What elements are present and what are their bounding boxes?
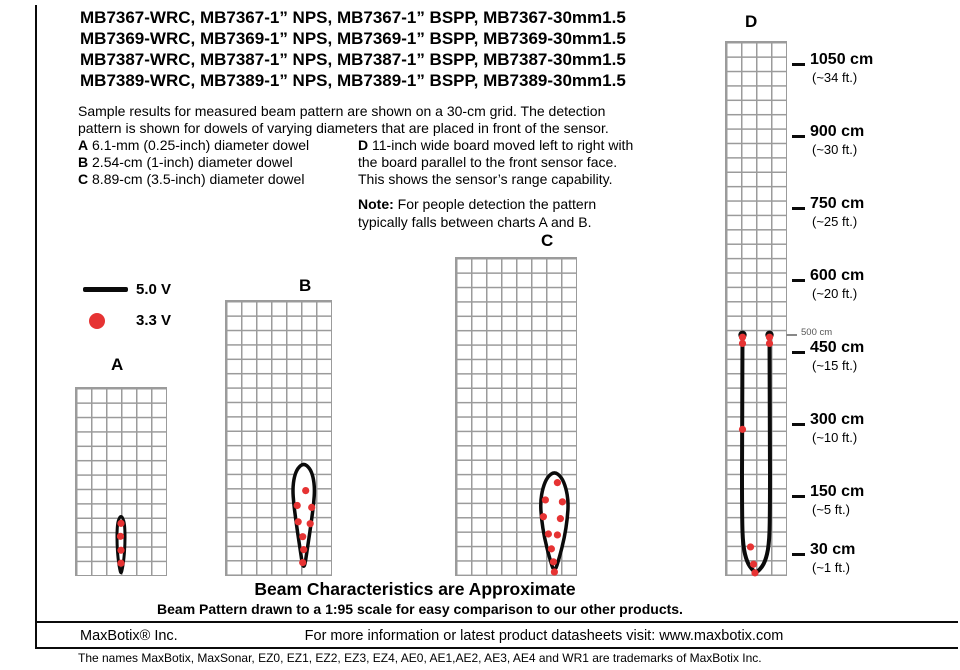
legend-5v-label: 5.0 V [136, 281, 172, 298]
scale-500-tick [786, 334, 797, 336]
footer-divider-bottom [35, 647, 958, 650]
scale-cm-label: 1050 cm [810, 51, 874, 68]
board-description: D 11-inch wide board moved left to right… [358, 137, 633, 188]
board-line: D 11-inch wide board moved left to right… [358, 137, 633, 154]
scale-tick [792, 63, 805, 66]
legend: 5.0 V 3.3 V [83, 274, 171, 336]
dowel-item-a: A 6.1-mm (0.25-inch) diameter dowel [78, 137, 309, 154]
scale-cm-label: 900 cm [810, 123, 865, 140]
scale-ft-label: (~10 ft.) [812, 430, 858, 445]
scale-cm-label: 750 cm [810, 195, 865, 212]
scale-500-label: 500 cm [801, 327, 833, 338]
dowel-text: 2.54-cm (1-inch) diameter dowel [92, 154, 293, 170]
chart-d-label: D [745, 12, 758, 31]
dowel-item-c: C 8.89-cm (3.5-inch) diameter dowel [78, 171, 309, 188]
scale-cm-label: 600 cm [810, 267, 865, 284]
beam-pattern-d [738, 330, 774, 577]
note-block: Note: For people detection the pattern t… [358, 195, 596, 231]
scale-ft-label: (~30 ft.) [812, 142, 858, 157]
description-line: Sample results for measured beam pattern… [78, 103, 606, 119]
footer-info: For more information or latest product d… [304, 628, 784, 644]
scale-ft-label: (~20 ft.) [812, 286, 858, 301]
product-line: MB7367-WRC, MB7367-1” NPS, MB7367-1” BSP… [80, 8, 626, 27]
footer-divider-top [35, 621, 958, 624]
scale-tick [792, 279, 805, 282]
board-text: 11-inch wide board moved left to right w… [372, 137, 634, 153]
scale-tick [792, 351, 805, 354]
beam-chart-a [75, 386, 167, 576]
chart-a-label: A [111, 355, 124, 374]
scale-cm-label: 30 cm [810, 540, 856, 558]
chart-b-label: B [299, 276, 312, 295]
trademark-note: The names MaxBotix, MaxSonar, EZ0, EZ1, … [78, 651, 762, 665]
product-title-block: MB7367-WRC, MB7367-1” NPS, MB7367-1” BSP… [80, 7, 626, 91]
board-line: the board parallel to the front sensor f… [358, 154, 618, 170]
dowel-key: B [78, 154, 89, 170]
scale-ft-label: (~1 ft.) [812, 559, 850, 575]
board-line: This shows the sensor’s range capability… [358, 171, 613, 187]
scale-ft-label: (~25 ft.) [812, 214, 858, 229]
legend-5v-line-swatch [83, 287, 128, 292]
legend-5v-row: 5.0 V [83, 274, 171, 305]
beam-chart-c [455, 257, 577, 576]
legend-3v-label: 3.3 V [136, 312, 172, 329]
beam-chart-d [725, 41, 787, 577]
scale-tick [792, 495, 805, 498]
scale-tick [792, 135, 805, 138]
scale-cm-label: 300 cm [810, 411, 865, 428]
beam-chart-b [225, 300, 332, 576]
dowel-item-b: B 2.54-cm (1-inch) diameter dowel [78, 154, 309, 171]
scale-ft-label: (~5 ft.) [812, 502, 850, 517]
legend-3v-dot-swatch [89, 312, 105, 329]
description-line: pattern is shown for dowels of varying d… [78, 120, 609, 136]
beam-pattern-a [115, 514, 127, 575]
dowel-list: A 6.1-mm (0.25-inch) diameter dowel B 2.… [78, 137, 309, 188]
legend-3v-row: 3.3 V [83, 305, 171, 336]
scale-note: Beam Pattern drawn to a 1:95 scale for e… [157, 601, 683, 617]
scale-ft-label: (~34 ft.) [812, 70, 858, 85]
dowel-text: 6.1-mm (0.25-inch) diameter dowel [92, 137, 310, 153]
note-line: typically falls between charts A and B. [358, 214, 592, 230]
dowel-text: 8.89-cm (3.5-inch) diameter dowel [92, 171, 305, 187]
note-text: For people detection the pattern [397, 196, 597, 212]
company-name: MaxBotix® Inc. [80, 628, 178, 644]
scale-cm-label: 150 cm [810, 483, 865, 500]
scale-tick [792, 552, 805, 556]
description-block: Sample results for measured beam pattern… [78, 103, 609, 137]
product-line: MB7389-WRC, MB7389-1” NPS, MB7389-1” BSP… [80, 71, 626, 90]
dowel-key: A [78, 137, 89, 153]
approx-statement: Beam Characteristics are Approximate [254, 579, 576, 599]
scale-tick [792, 423, 805, 426]
scale-tick [792, 207, 805, 210]
scale-ft-label: (~15 ft.) [812, 358, 858, 373]
chart-c-label: C [541, 231, 554, 250]
range-scale: 1050 cm (~34 ft.) 900 cm (~30 ft.) 750 cm (~2… [786, 0, 960, 670]
beam-pattern-c [539, 471, 570, 576]
beam-pattern-b [291, 463, 317, 569]
scale-cm-label: 450 cm [810, 339, 865, 356]
note-label: Note: [358, 196, 394, 212]
left-border-line [35, 5, 38, 649]
product-line: MB7369-WRC, MB7369-1” NPS, MB7369-1” BSP… [80, 29, 626, 48]
product-line: MB7387-WRC, MB7387-1” NPS, MB7387-1” BSP… [80, 50, 626, 69]
note-line: Note: For people detection the pattern [358, 195, 596, 213]
board-key: D [358, 137, 369, 153]
dowel-key: C [78, 171, 89, 187]
